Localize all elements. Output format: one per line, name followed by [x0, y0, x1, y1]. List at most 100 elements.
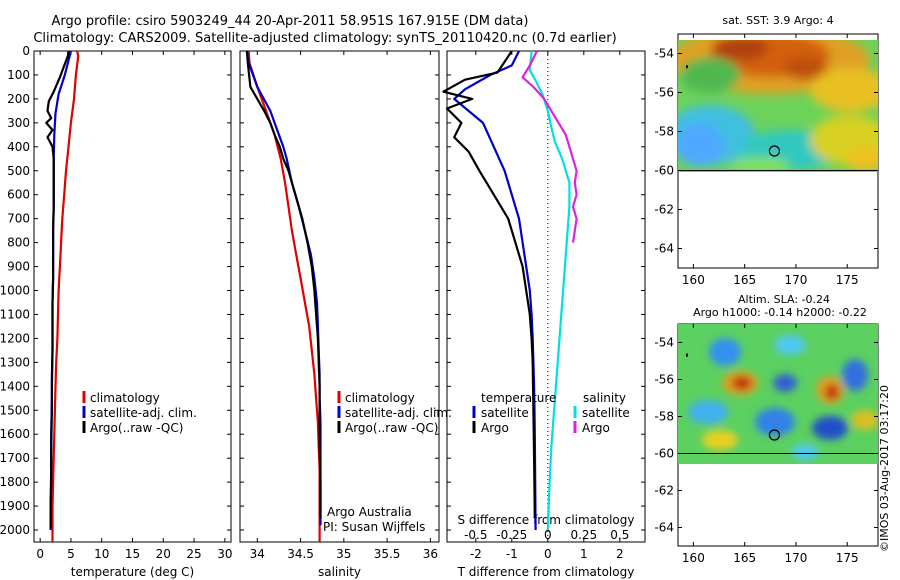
x-tick-label: 1 [580, 547, 588, 561]
argo-location-marker [768, 145, 781, 157]
legend-header-temperature: temperature [481, 391, 556, 405]
sla-map-axes: -54 -56 -58 -60 -62 -64 160 165 170 175 [654, 324, 878, 565]
y-tick-label: 1000 [0, 284, 30, 298]
map-x-tick-label: 170 [784, 551, 807, 565]
y-tick-label: 200 [7, 92, 30, 106]
x-top-tick-label: 0.25 [570, 528, 597, 542]
x-top-tick-label: -0.5 [464, 528, 487, 542]
y-tick-label: 400 [7, 140, 30, 154]
legend-label-argo: Argo(..raw -QC) [90, 421, 183, 435]
y-tick-label: 600 [7, 188, 30, 202]
map-y-tick-label: -56 [654, 373, 674, 387]
x-axis-label-top: S difference from climatology [458, 513, 635, 527]
sst-field [678, 40, 878, 172]
y-tick-label: 1400 [0, 379, 30, 393]
x-tick-label: 10 [94, 547, 109, 561]
figure-title-line1: Argo profile: csiro 5903249_44 20-Apr-20… [52, 14, 529, 29]
map-y-tick-label: -62 [654, 203, 674, 217]
plot-frame [446, 50, 646, 543]
y-tick-label: 500 [7, 164, 30, 178]
map-x-tick-label: 160 [682, 273, 705, 287]
x-tick-label: -1 [506, 547, 518, 561]
y-tick-label: 2000 [0, 523, 30, 537]
x-tick-label: 35 [336, 547, 351, 561]
sla-map-title-line2: Argo h1000: -0.14 h2000: -0.22 [693, 306, 867, 319]
temperature-panel: 0100200300400500600700800900100011001200… [0, 44, 232, 579]
map-x-tick-label: 170 [784, 273, 807, 287]
y-tick-label: 1700 [0, 451, 30, 465]
map-x-tick-label: 165 [733, 551, 756, 565]
legend-label-satellite: satellite-adj. clim. [90, 406, 197, 420]
legend-label-s-satellite: satellite [582, 406, 630, 420]
x-tick-label: 5 [67, 547, 75, 561]
x-tick-label: 34 [250, 547, 265, 561]
sla-field [678, 324, 878, 464]
map-y-tick-label: -58 [654, 125, 674, 139]
small-island-mark [686, 65, 688, 69]
y-tick-label: 1100 [0, 307, 30, 321]
x-axis-label: T difference from climatology [457, 565, 635, 579]
map-y-tick-label: -58 [654, 410, 674, 424]
y-tick-label: 0 [22, 44, 30, 58]
map-x-tick-label: 165 [733, 273, 756, 287]
y-tick-label: 1800 [0, 475, 30, 489]
y-tick-label: 700 [7, 212, 30, 226]
map-y-tick-label: -54 [654, 336, 674, 350]
credit-text: Argo Australia [327, 505, 412, 519]
series-line-climatology [51, 50, 80, 542]
salinity-legend: climatology satellite-adj. clim. Argo(..… [337, 391, 452, 435]
sst-map: -54 -56 -58 -60 -62 -64 160 165 170 175 [654, 33, 879, 287]
sst-map-axes: -54 -56 -58 -60 -62 -64 160 165 170 175 [654, 34, 878, 287]
x-top-tick-label: -0.25 [496, 528, 527, 542]
x-tick-label: 2 [616, 547, 624, 561]
x-top-tick-label: 0 [544, 528, 552, 542]
legend-header-salinity: salinity [583, 391, 626, 405]
x-tick-label: 34.5 [287, 547, 314, 561]
map-y-tick-label: -64 [654, 521, 674, 535]
legend-label-climatology: climatology [90, 391, 160, 405]
imos-stamp: ©IMOS 03-Aug-2017 03:17:20 [878, 385, 891, 552]
map-y-tick-label: -62 [654, 484, 674, 498]
x-tick-label: -2 [470, 547, 482, 561]
y-tick-label: 1900 [0, 499, 30, 513]
x-tick-label: 25 [186, 547, 201, 561]
small-island-mark [686, 353, 688, 357]
y-tick-label: 1200 [0, 331, 30, 345]
y-tick-label: 1600 [0, 427, 30, 441]
legend-label-satellite: satellite-adj. clim. [345, 406, 452, 420]
figure-title-line2: Climatology: CARS2009. Satellite-adjuste… [33, 31, 616, 46]
temperature-legend: climatology satellite-adj. clim. Argo(..… [82, 391, 197, 435]
x-tick-label: 20 [156, 547, 171, 561]
x-axis-label: salinity [318, 565, 361, 579]
x-tick-label: 30 [217, 547, 232, 561]
argo-location-marker [768, 429, 781, 441]
map-y-tick-label: -64 [654, 242, 674, 256]
map-y-tick-label: -60 [654, 447, 674, 461]
legend-label-t-satellite: satellite [481, 406, 529, 420]
x-tick-label: 0 [544, 547, 552, 561]
series-line-salinity-argo [521, 50, 578, 243]
map-x-tick-label: 175 [836, 273, 859, 287]
y-tick-label: 1300 [0, 355, 30, 369]
map-y-tick-label: -60 [654, 164, 674, 178]
map-x-tick-label: 175 [836, 551, 859, 565]
series-line-argo-raw-qc- [45, 50, 70, 528]
sla-map: -54 -56 -58 -60 -62 -64 160 165 170 175 [654, 323, 879, 565]
y-tick-label: 900 [7, 260, 30, 274]
x-tick-label: 0 [36, 547, 44, 561]
difference-panel: -2 -1 0 1 2 T difference from climatology S di… [442, 50, 646, 579]
y-tick-label: 800 [7, 236, 30, 250]
y-tick-label: 300 [7, 116, 30, 130]
plot-frame [33, 50, 232, 543]
x-tick-label: 35.5 [374, 547, 401, 561]
sla-map-title-line1: Altim. SLA: -0.24 [738, 293, 830, 306]
pi-text: PI: Susan Wijffels [323, 520, 425, 534]
sst-map-title: sat. SST: 3.9 Argo: 4 [722, 14, 833, 27]
x-tick-label: 36 [423, 547, 438, 561]
x-tick-label: 15 [125, 547, 140, 561]
difference-legend: temperature salinity satellite Argo sate… [472, 391, 630, 435]
salinity-panel: 34 34.5 35 35.5 36 salinity [239, 50, 440, 579]
map-x-tick-label: 160 [682, 551, 705, 565]
legend-label-climatology: climatology [345, 391, 415, 405]
legend-label-s-argo: Argo [582, 421, 610, 435]
